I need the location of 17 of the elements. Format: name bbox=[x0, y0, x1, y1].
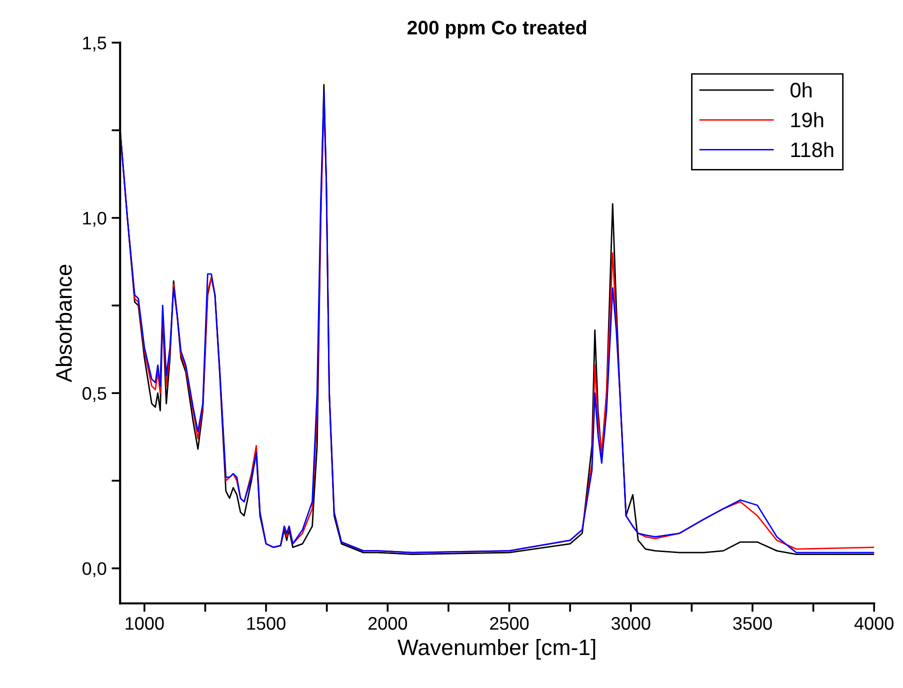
y-tick-label: 1,0 bbox=[83, 212, 106, 227]
legend-label: 118h bbox=[791, 142, 834, 158]
x-tick-label: 3000 bbox=[611, 617, 650, 630]
y-tick-label: 0,5 bbox=[82, 387, 106, 402]
x-tick-label: 1500 bbox=[247, 617, 286, 630]
legend-label: 19h bbox=[791, 112, 824, 128]
y-axis-title: Absorbance bbox=[56, 264, 72, 382]
x-axis-title: Wavenumber [cm-1] bbox=[398, 638, 596, 660]
chart-title: 200 ppm Co treated bbox=[408, 20, 586, 38]
x-tick-label: 2000 bbox=[368, 617, 408, 630]
x-tick-label: 1000 bbox=[126, 617, 164, 630]
x-tick-label: 2500 bbox=[490, 617, 529, 630]
x-tick-label: 4000 bbox=[854, 617, 894, 630]
legend-label: 0h bbox=[790, 82, 812, 98]
y-tick-label: 0,0 bbox=[82, 562, 106, 578]
x-tick-label: 3500 bbox=[733, 617, 772, 630]
y-tick-label: 1,5 bbox=[83, 36, 106, 52]
